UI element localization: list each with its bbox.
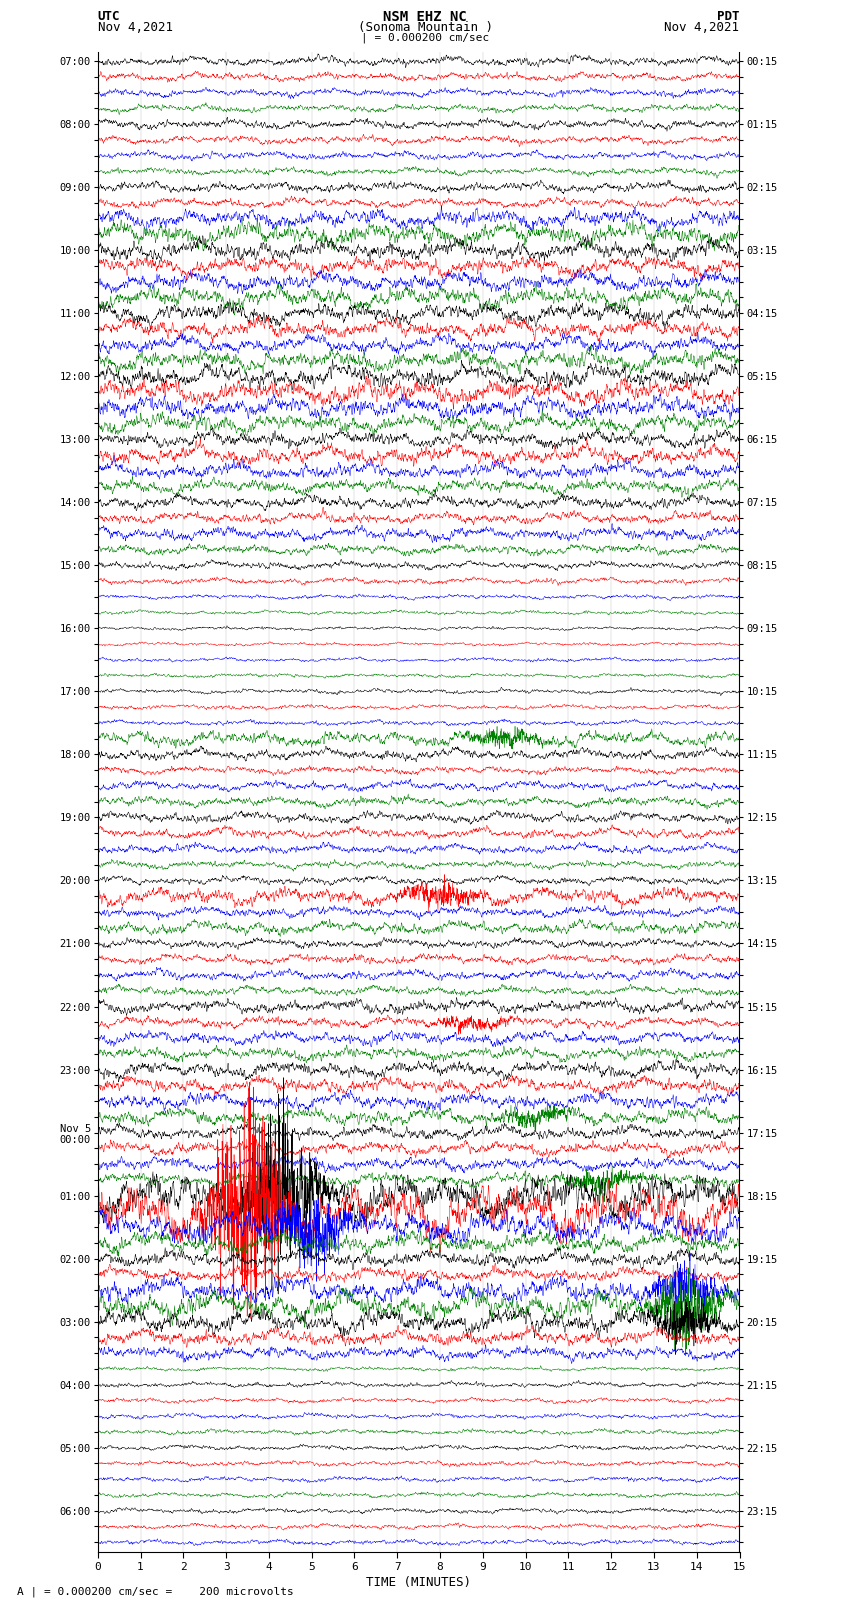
Text: (Sonoma Mountain ): (Sonoma Mountain ) (358, 21, 492, 34)
X-axis label: TIME (MINUTES): TIME (MINUTES) (366, 1576, 471, 1589)
Text: A | = 0.000200 cm/sec =    200 microvolts: A | = 0.000200 cm/sec = 200 microvolts (17, 1586, 294, 1597)
Text: Nov 4,2021: Nov 4,2021 (98, 21, 173, 34)
Text: PDT: PDT (717, 10, 740, 23)
Text: | = 0.000200 cm/sec: | = 0.000200 cm/sec (361, 32, 489, 44)
Text: Nov 4,2021: Nov 4,2021 (665, 21, 740, 34)
Text: NSM EHZ NC: NSM EHZ NC (383, 10, 467, 24)
Text: UTC: UTC (98, 10, 120, 23)
